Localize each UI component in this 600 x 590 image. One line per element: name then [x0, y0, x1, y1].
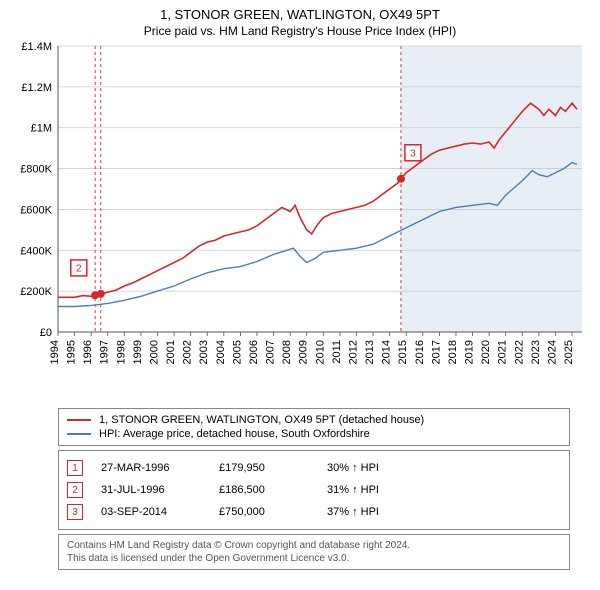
svg-text:2005: 2005 — [231, 340, 243, 364]
svg-text:2009: 2009 — [298, 340, 310, 364]
event-delta: 30% ↑ HPI — [327, 462, 407, 474]
event-date: 03-SEP-2014 — [101, 506, 201, 518]
svg-text:2016: 2016 — [414, 340, 426, 364]
svg-text:£200K: £200K — [20, 286, 52, 298]
svg-text:2015: 2015 — [397, 340, 409, 364]
svg-text:2020: 2020 — [480, 340, 492, 364]
svg-text:2014: 2014 — [381, 340, 393, 364]
svg-text:2011: 2011 — [331, 340, 343, 364]
svg-text:£1M: £1M — [31, 123, 52, 135]
event-price: £750,000 — [219, 506, 309, 518]
legend: 1, STONOR GREEN, WATLINGTON, OX49 5PT (d… — [58, 408, 570, 446]
legend-label-hpi: HPI: Average price, detached house, Sout… — [99, 428, 370, 440]
svg-text:2004: 2004 — [215, 340, 227, 364]
svg-text:1999: 1999 — [132, 340, 144, 364]
svg-text:£800K: £800K — [20, 164, 52, 176]
event-delta: 31% ↑ HPI — [327, 484, 407, 496]
svg-text:2003: 2003 — [198, 340, 210, 364]
chart-container: 1, STONOR GREEN, WATLINGTON, OX49 5PT Pr… — [0, 0, 600, 590]
svg-text:2012: 2012 — [347, 340, 359, 364]
legend-swatch-hpi — [67, 433, 91, 435]
event-badge: 1 — [67, 460, 83, 476]
legend-label-property: 1, STONOR GREEN, WATLINGTON, OX49 5PT (d… — [99, 414, 424, 426]
svg-text:2008: 2008 — [281, 340, 293, 364]
svg-text:£1.2M: £1.2M — [21, 82, 52, 94]
svg-text:2025: 2025 — [563, 340, 575, 364]
event-badge: 2 — [67, 482, 83, 498]
svg-text:£600K: £600K — [20, 205, 52, 217]
svg-text:£1.4M: £1.4M — [21, 42, 52, 53]
sale-event-row: 2 31-JUL-1996 £186,500 31% ↑ HPI — [67, 479, 561, 501]
svg-text:2002: 2002 — [182, 340, 194, 364]
chart-subtitle: Price paid vs. HM Land Registry's House … — [0, 24, 600, 42]
legend-swatch-property — [67, 419, 91, 421]
footer-line-1: Contains HM Land Registry data © Crown c… — [67, 539, 561, 552]
svg-text:1998: 1998 — [115, 340, 127, 364]
sale-events-table: 1 27-MAR-1996 £179,950 30% ↑ HPI 2 31-JUL-199… — [58, 450, 570, 530]
svg-text:1994: 1994 — [49, 340, 61, 364]
svg-text:1997: 1997 — [99, 340, 111, 364]
svg-text:2006: 2006 — [248, 340, 260, 364]
event-date: 27-MAR-1996 — [101, 462, 201, 474]
svg-text:2017: 2017 — [430, 340, 442, 364]
event-price: £186,500 — [219, 484, 309, 496]
svg-text:2021: 2021 — [497, 340, 509, 364]
footer-line-2: This data is licensed under the Open Gov… — [67, 552, 561, 565]
svg-text:£400K: £400K — [20, 245, 52, 257]
chart-plot: £0 £200K £400K £600K £800K £1M £1.2M £1.4M 1994 1… — [0, 42, 600, 402]
svg-text:3: 3 — [410, 149, 416, 160]
event-delta: 37% ↑ HPI — [327, 506, 407, 518]
sale-event-row: 3 03-SEP-2014 £750,000 37% ↑ HPI — [67, 501, 561, 523]
svg-text:£0: £0 — [40, 327, 52, 339]
svg-text:2018: 2018 — [447, 340, 459, 364]
legend-item-hpi: HPI: Average price, detached house, Sout… — [67, 427, 561, 441]
svg-text:2007: 2007 — [265, 340, 277, 364]
svg-text:2: 2 — [76, 264, 82, 275]
svg-text:1995: 1995 — [66, 340, 78, 364]
event-badge: 3 — [67, 504, 83, 520]
sale-event-row: 1 27-MAR-1996 £179,950 30% ↑ HPI — [67, 457, 561, 479]
attribution-footer: Contains HM Land Registry data © Crown c… — [58, 534, 570, 570]
svg-text:1996: 1996 — [82, 340, 94, 364]
event-date: 31-JUL-1996 — [101, 484, 201, 496]
event-price: £179,950 — [219, 462, 309, 474]
chart-title: 1, STONOR GREEN, WATLINGTON, OX49 5PT — [0, 0, 600, 24]
svg-text:2024: 2024 — [546, 340, 558, 364]
svg-text:2019: 2019 — [464, 340, 476, 364]
svg-text:2010: 2010 — [314, 340, 326, 364]
svg-text:2013: 2013 — [364, 340, 376, 364]
svg-text:2022: 2022 — [513, 340, 525, 364]
svg-text:2023: 2023 — [530, 340, 542, 364]
svg-text:2000: 2000 — [148, 340, 160, 364]
svg-text:2001: 2001 — [165, 340, 177, 364]
legend-item-property: 1, STONOR GREEN, WATLINGTON, OX49 5PT (d… — [67, 413, 561, 427]
